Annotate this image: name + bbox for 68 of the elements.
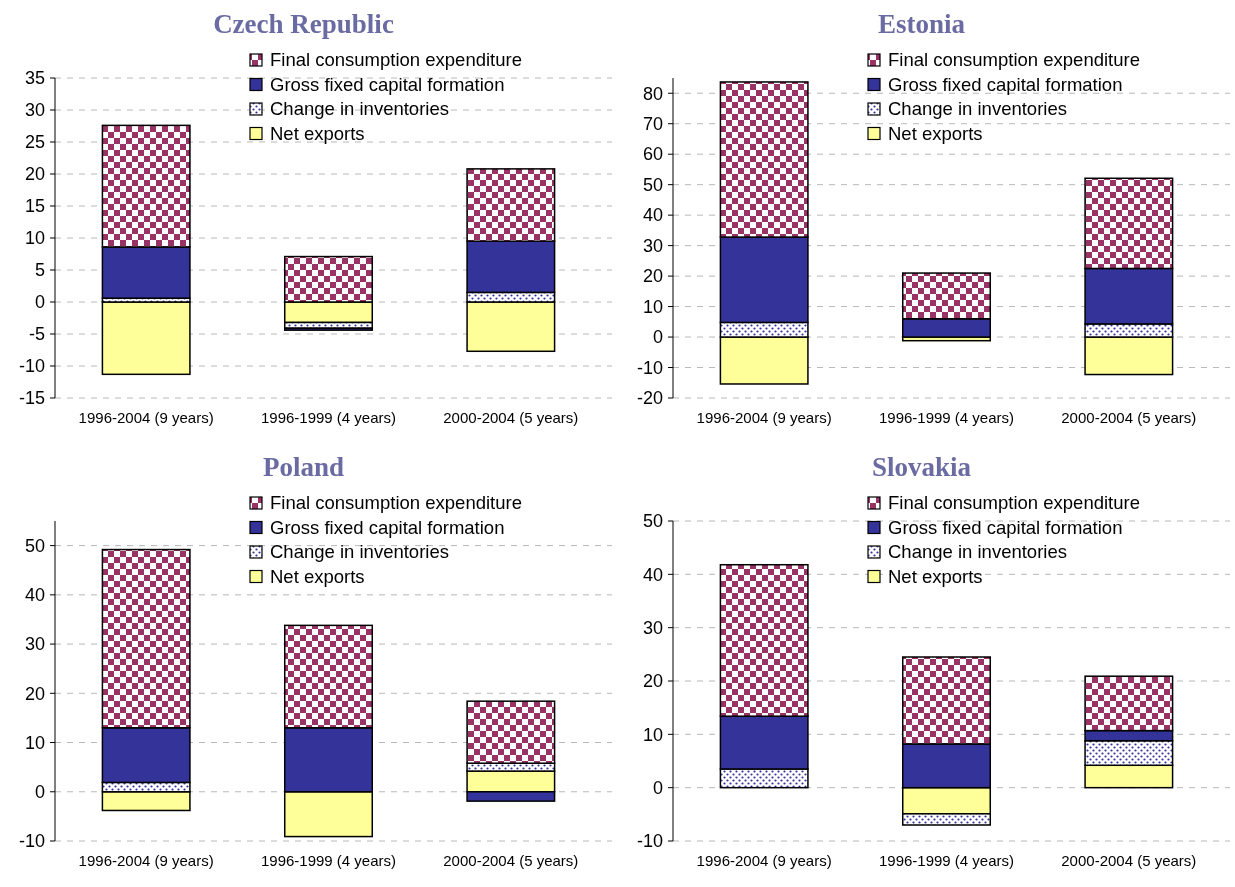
legend-label: Change in inventories [888,541,1067,563]
y-tick-label: 10 [642,724,663,745]
legend-label: Gross fixed capital formation [270,73,505,95]
y-tick-label: 80 [642,83,663,104]
x-tick-label: 1996-1999 (4 years) [878,852,1015,869]
x-tick-label: 2000-2004 (5 years) [443,409,579,426]
legend-label: Change in inventories [888,98,1067,120]
y-tick-label: 40 [642,205,663,226]
legend-label: Gross fixed capital formation [270,516,505,538]
x-tick-label: 2000-2004 (5 years) [1061,852,1197,869]
chart-title: Slovakia [871,452,972,482]
y-tick-label: 20 [24,164,45,185]
legend-label: Final consumption expenditure [270,492,522,514]
y-tick-label: 25 [24,132,45,153]
x-tick-label: 1996-2004 (9 years) [78,409,214,426]
chart-title: Poland [262,452,345,482]
y-tick-label: 60 [642,144,663,165]
y-tick-label: 30 [642,617,663,638]
x-tick-label: 1996-2004 (9 years) [78,852,214,869]
y-tick-label: 70 [642,114,663,135]
legend-label: Final consumption expenditure [888,492,1140,514]
legend-label: Final consumption expenditure [888,49,1140,71]
y-tick-label: 20 [24,683,45,704]
y-tick-label: 0 [652,327,663,348]
y-tick-label: 5 [34,260,45,281]
y-tick-label: 15 [24,196,45,217]
y-tick-label: 0 [652,777,663,798]
y-tick-label: 20 [642,671,663,692]
y-tick-label: 10 [24,732,45,753]
chart-title: Czech Republic [213,9,394,39]
y-tick-label: 40 [24,585,45,606]
x-tick-label: 2000-2004 (5 years) [443,852,579,869]
y-tick-label: -10 [636,831,663,852]
x-tick-label: 1996-2004 (9 years) [696,852,832,869]
legend-label: Net exports [270,122,365,144]
legend-label: Net exports [888,122,983,144]
y-tick-label: -15 [18,388,45,409]
legend-label: Change in inventories [270,541,449,563]
legend-label: Change in inventories [270,98,449,120]
legend-label: Net exports [270,565,365,587]
y-tick-label: 10 [642,296,663,317]
y-tick-label: 50 [642,174,663,195]
y-tick-label: -20 [636,388,663,409]
y-tick-label: 30 [642,235,663,256]
y-tick-label: 50 [642,511,663,532]
legend-label: Net exports [888,565,983,587]
y-tick-label: 0 [34,782,45,803]
y-tick-label: -5 [28,324,45,345]
y-tick-label: 40 [642,564,663,585]
y-tick-label: -10 [18,831,45,852]
x-tick-label: 2000-2004 (5 years) [1061,409,1197,426]
y-tick-label: 20 [642,266,663,287]
y-tick-label: 50 [24,535,45,556]
y-tick-label: -10 [18,356,45,377]
x-tick-label: 1996-2004 (9 years) [696,409,832,426]
y-tick-label: 35 [24,68,45,89]
y-tick-label: 30 [24,634,45,655]
y-tick-label: 30 [24,100,45,121]
legend-label: Gross fixed capital formation [888,516,1123,538]
legend-label: Gross fixed capital formation [888,73,1123,95]
y-tick-label: 0 [34,292,45,313]
x-tick-label: 1996-1999 (4 years) [260,409,397,426]
chart-title: Estonia [877,9,966,39]
y-tick-label: -10 [636,357,663,378]
y-tick-label: 10 [24,228,45,249]
x-tick-label: 1996-1999 (4 years) [260,852,397,869]
legend-label: Final consumption expenditure [270,49,522,71]
x-tick-label: 1996-1999 (4 years) [878,409,1015,426]
